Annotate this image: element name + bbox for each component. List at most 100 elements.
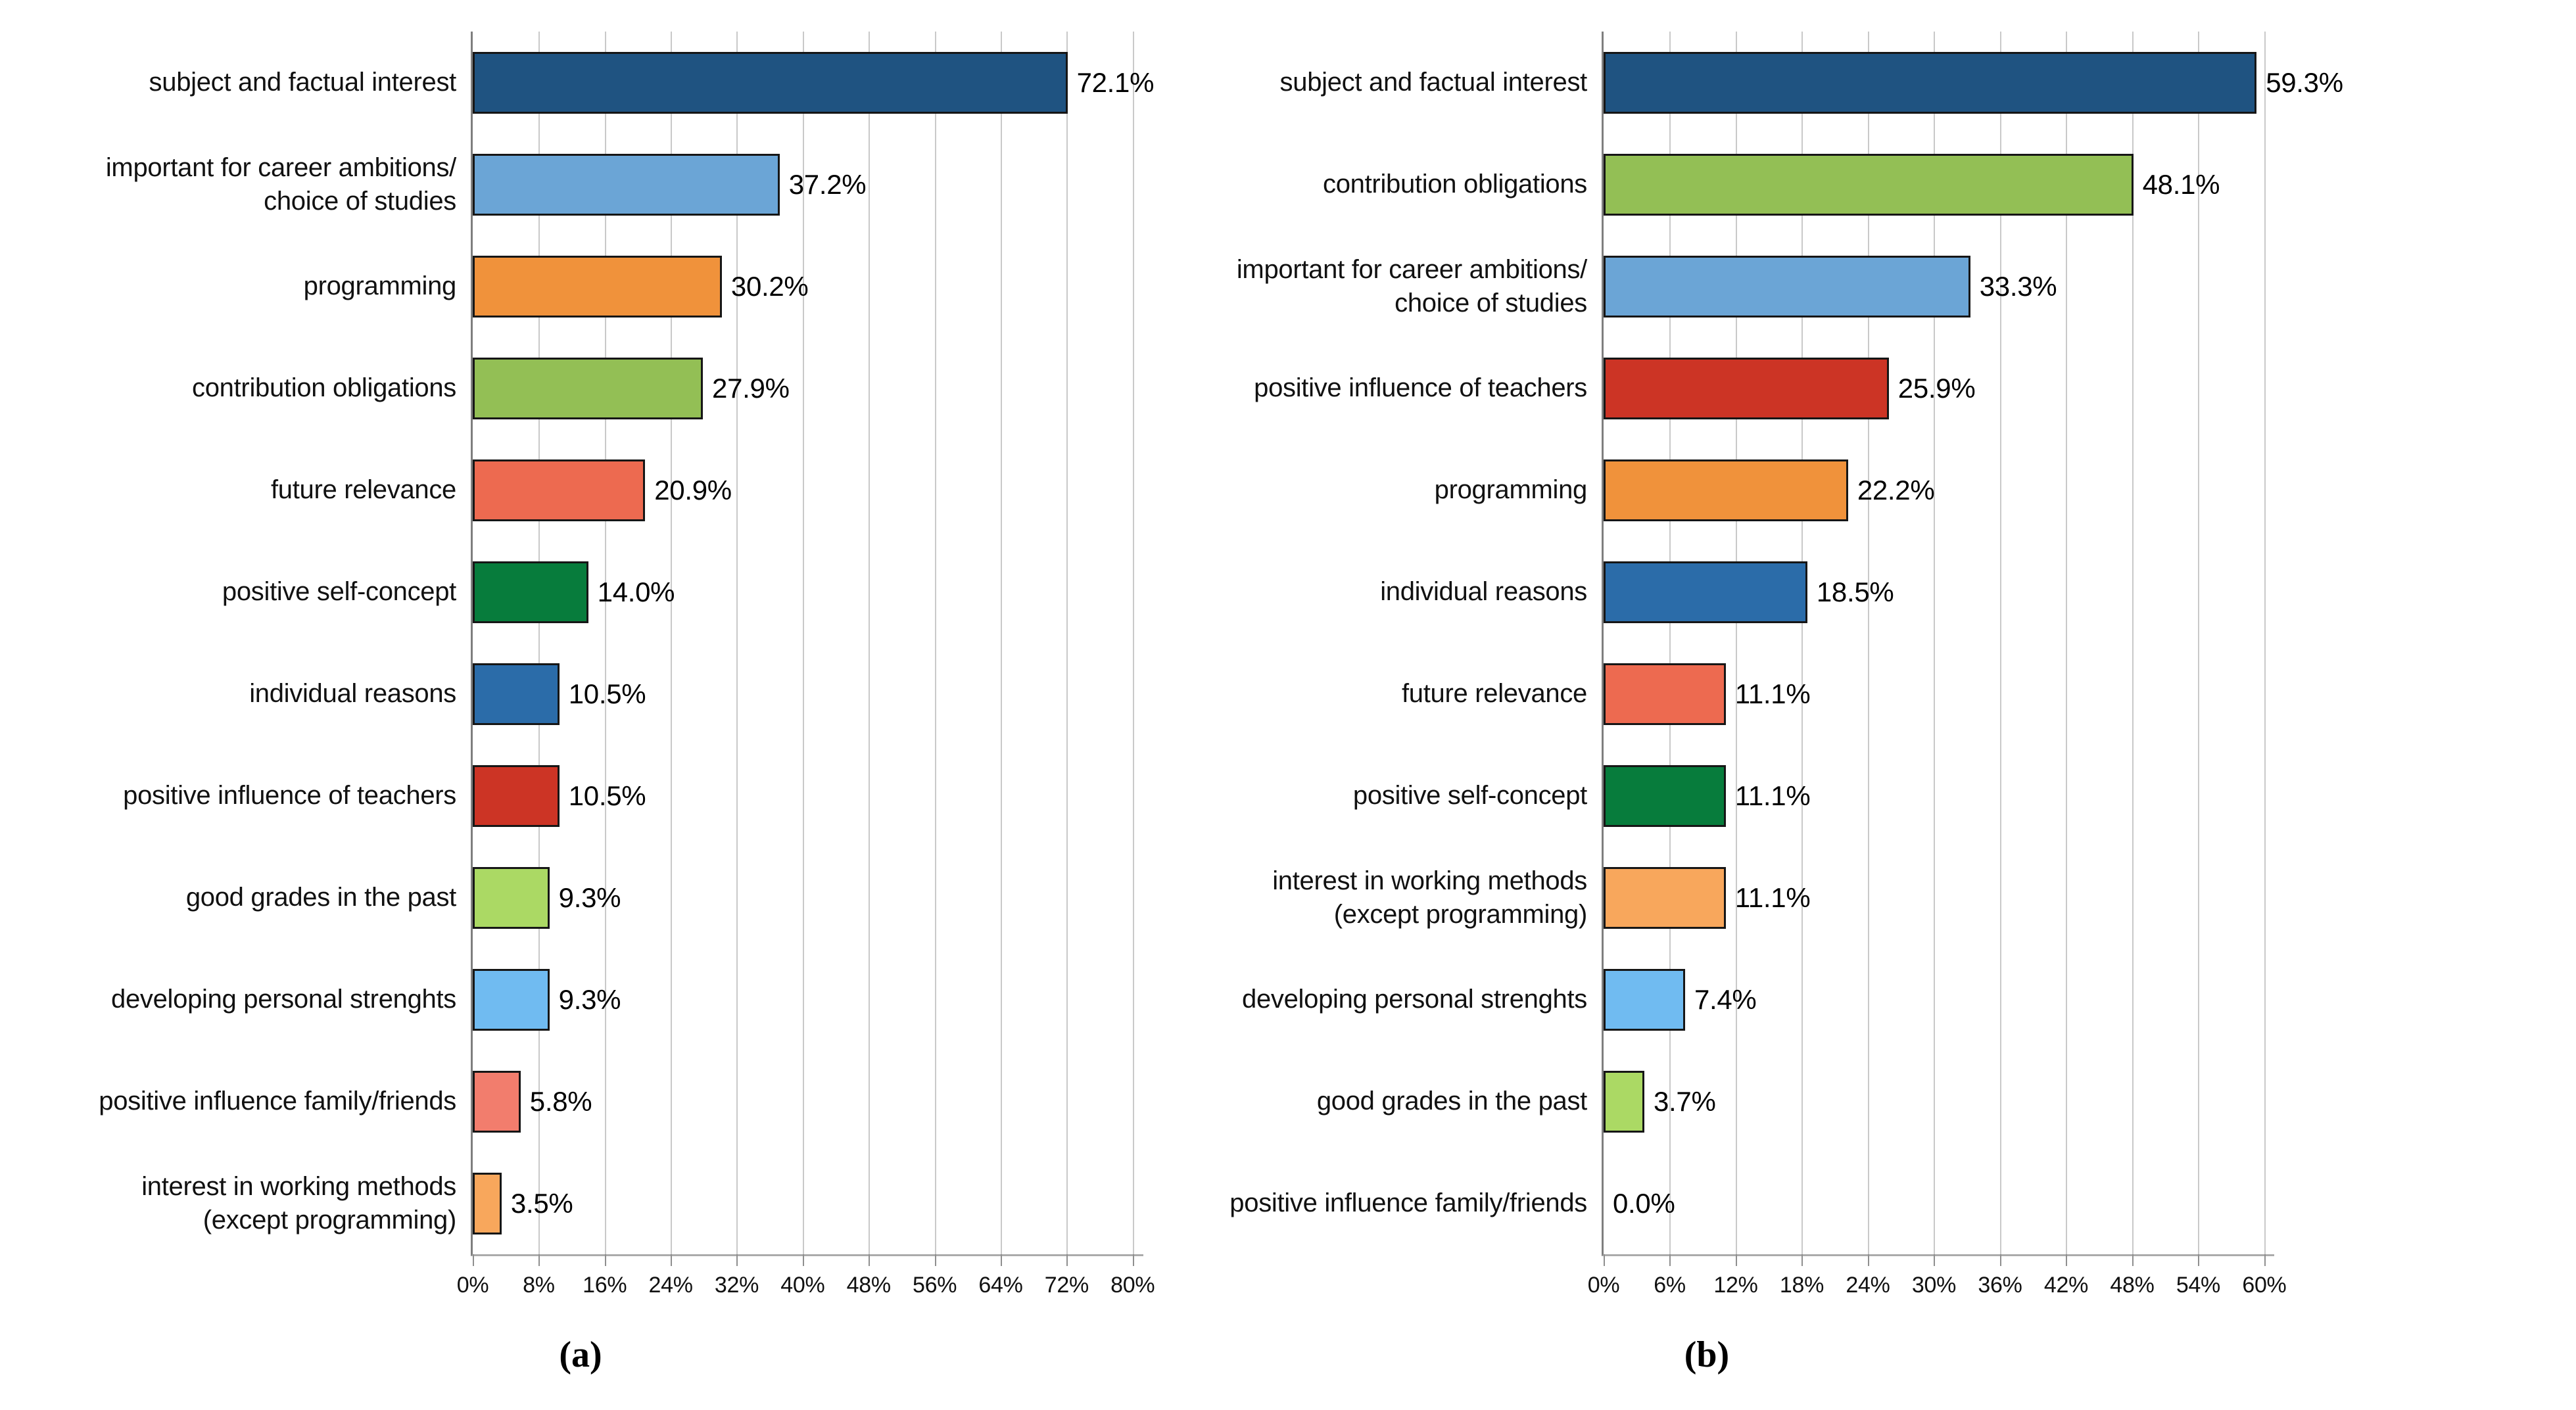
gridline: [934, 32, 936, 1254]
gridline: [1867, 32, 1869, 1254]
gridline: [1000, 32, 1002, 1254]
value-label: 0.0%: [1613, 1187, 1675, 1219]
value-label: 5.8%: [529, 1085, 592, 1117]
category-label: positive influence family/friends: [1229, 1188, 1587, 1218]
bar: [473, 663, 560, 725]
chart-row: 11.1%: [1604, 643, 2274, 745]
x-axis-tick-label: 56%: [913, 1273, 957, 1298]
bar: [1604, 357, 1889, 419]
chart-row: 7.4%: [1604, 949, 2274, 1050]
category-label: important for career ambitions/ choice o…: [105, 153, 456, 216]
bar: [473, 255, 722, 317]
category-label: programming: [1434, 475, 1588, 505]
bar: [473, 561, 588, 623]
category-label: individual reasons: [249, 679, 456, 709]
category-label: good grades in the past: [1316, 1087, 1587, 1116]
value-label: 11.1%: [1734, 881, 1811, 913]
gridline: [1735, 32, 1737, 1254]
gridline: [1132, 32, 1134, 1254]
bar: [473, 1172, 502, 1234]
x-axis-tick-label: 36%: [1978, 1273, 2022, 1298]
chart-row: 72.1%: [473, 32, 1154, 133]
x-axis-tick: [1867, 1254, 1869, 1266]
category-label: interest in working methods (except prog…: [1272, 866, 1587, 929]
bar: [473, 153, 780, 216]
category-label: programming: [303, 271, 457, 301]
x-axis-tick: [1066, 1254, 1068, 1266]
x-axis-tick: [2264, 1254, 2266, 1266]
x-axis-tick-label: 72%: [1044, 1273, 1089, 1298]
value-label: 59.3%: [2266, 66, 2343, 98]
x-axis-tick: [736, 1254, 738, 1266]
x-axis-tick: [1132, 1254, 1134, 1266]
bar: [1604, 153, 2134, 216]
x-axis-tick: [1934, 1254, 1936, 1266]
bar: [473, 357, 704, 419]
gridline: [671, 32, 673, 1254]
x-axis-tick-label: 12%: [1713, 1273, 1758, 1298]
category-label: good grades in the past: [185, 883, 456, 912]
x-axis-tick-label: 24%: [1846, 1273, 1890, 1298]
x-axis-tick-label: 48%: [2110, 1273, 2155, 1298]
value-label: 48.1%: [2142, 168, 2220, 200]
chart-row: 9.3%: [473, 949, 1143, 1050]
x-axis-tick: [1604, 1254, 1605, 1266]
x-axis-tick-label: 6%: [1654, 1273, 1686, 1298]
x-axis-tick: [2198, 1254, 2200, 1266]
category-label: positive influence of teachers: [1254, 373, 1587, 403]
plot-area: 0% 6% 12% 18% 24% 30% 36% 42% 48% 54% 60% 59.3% 48.1…: [1588, 32, 2343, 1298]
chart-row: 22.2%: [1604, 439, 2274, 541]
figures-row: subject and factual interest important fo…: [20, 32, 2343, 1376]
gridline: [869, 32, 871, 1254]
bar: [1604, 51, 2257, 114]
chart-row: 18.5%: [1604, 541, 2274, 643]
value-label: 10.5%: [568, 780, 646, 811]
x-axis-tick: [934, 1254, 936, 1266]
gridline: [802, 32, 804, 1254]
value-label: 22.2%: [1857, 474, 1935, 505]
bar: [1604, 255, 1970, 317]
bar: [1604, 663, 1726, 725]
value-label: 18.5%: [1816, 576, 1894, 607]
gridline: [538, 32, 540, 1254]
chart-row: 3.5%: [473, 1152, 1143, 1254]
bar: [1604, 561, 1807, 623]
gridline: [1066, 32, 1068, 1254]
figure-b: subject and factual interest contribution…: [1141, 32, 2343, 1376]
gridline: [2132, 32, 2134, 1254]
category-label: positive self-concept: [1352, 781, 1587, 811]
gridline: [2066, 32, 2068, 1254]
gridline: [604, 32, 606, 1254]
category-label: interest in working methods (except prog…: [141, 1172, 456, 1234]
bar-chart-a: subject and factual interest important fo…: [20, 32, 1155, 1298]
value-label: 7.4%: [1694, 983, 1757, 1015]
value-label: 3.5%: [510, 1187, 573, 1219]
gridline: [2198, 32, 2200, 1254]
value-label: 14.0%: [597, 576, 675, 607]
x-axis-tick: [1801, 1254, 1803, 1266]
category-label: positive influence of teachers: [123, 781, 456, 811]
chart-row: 33.3%: [1604, 235, 2274, 337]
bar: [1604, 866, 1726, 929]
bar: [1604, 1070, 1644, 1133]
bar: [473, 459, 646, 521]
value-label: 30.2%: [730, 270, 809, 302]
bar: [1604, 764, 1726, 827]
bar: [473, 1070, 521, 1133]
x-axis-tick: [869, 1254, 871, 1266]
x-axis-tick: [604, 1254, 606, 1266]
category-label: positive self-concept: [222, 577, 456, 607]
chart-row: 0.0%: [1604, 1152, 2274, 1254]
chart-row: 11.1%: [1604, 847, 2274, 949]
category-label: subject and factual interest: [1279, 68, 1588, 97]
gridline: [1801, 32, 1803, 1254]
bar: [473, 968, 550, 1031]
chart-row: 9.3%: [473, 847, 1143, 949]
bar: [473, 51, 1068, 114]
value-label: 3.7%: [1653, 1085, 1716, 1117]
x-axis-tick-label: 54%: [2176, 1273, 2220, 1298]
chart-row: 37.2%: [473, 133, 1143, 235]
category-label: developing personal strenghts: [111, 985, 456, 1014]
category-label: positive influence family/friends: [99, 1087, 456, 1116]
x-axis-tick-label: 16%: [583, 1273, 627, 1298]
